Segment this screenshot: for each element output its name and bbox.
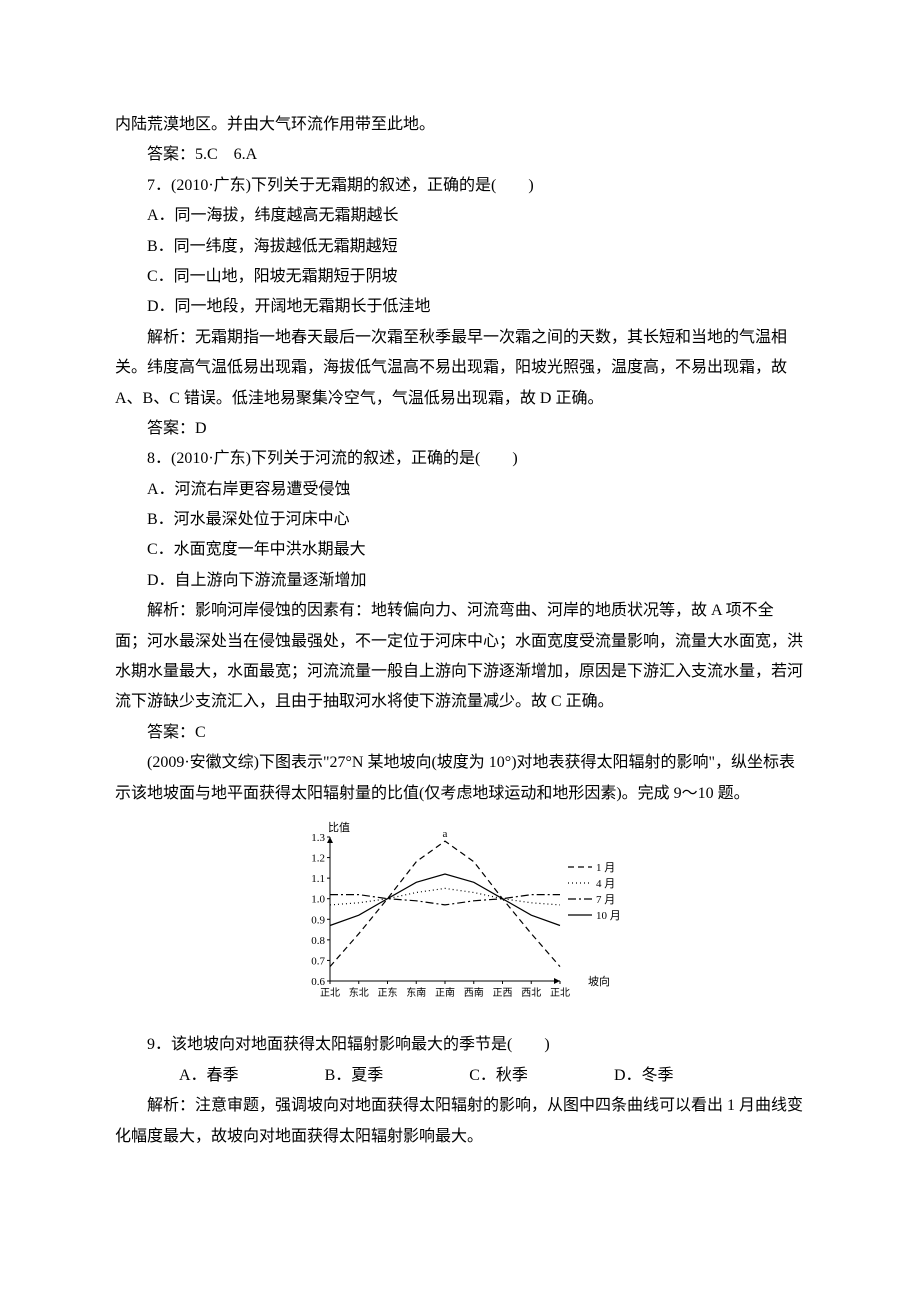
q7-stem: 7．(2010·广东)下列关于无霜期的叙述，正确的是( ) [115,171,805,201]
q8-option-d: D．自上游向下游流量逐渐增加 [115,566,805,596]
q8-option-a: A．河流右岸更容易遭受侵蚀 [115,475,805,505]
q9-option-c: C．秋季 [437,1061,528,1091]
svg-text:1.0: 1.0 [311,894,325,906]
svg-text:东南: 东南 [406,986,426,999]
svg-text:比值: 比值 [328,821,350,834]
q9-options: A．春季 B．夏季 C．秋季 D．冬季 [115,1061,805,1091]
q7-option-d: D．同一地段，开阔地无霜期长于低洼地 [115,292,805,322]
svg-text:1.3: 1.3 [311,832,325,844]
chart-container: 比值1.31.21.11.00.90.80.70.6正北东北正东东南正南西南正西… [115,819,805,1020]
q9-option-b: B．夏季 [293,1061,384,1091]
q8-option-b: B．河水最深处位于河床中心 [115,505,805,535]
q9-option-d: D．冬季 [582,1061,674,1091]
q7-option-a: A．同一海拔，纬度越高无霜期越长 [115,201,805,231]
svg-text:1.2: 1.2 [311,853,325,865]
continuation-line: 内陆荒漠地区。并由大气环流作用带至此地。 [115,110,805,140]
svg-text:正西: 正西 [493,988,513,999]
q7-option-b: B．同一纬度，海拔越低无霜期越短 [115,232,805,262]
q8-answer: 答案：C [115,718,805,748]
svg-text:0.8: 0.8 [311,935,325,947]
svg-text:正北: 正北 [320,987,340,999]
svg-text:东北: 东北 [349,986,369,999]
q9-stem: 9．该地坡向对地面获得太阳辐射影响最大的季节是( ) [115,1030,805,1060]
svg-text:7 月: 7 月 [596,894,615,906]
svg-text:4 月: 4 月 [596,878,615,890]
svg-text:正南: 正南 [435,986,455,999]
q8-stem: 8．(2010·广东)下列关于河流的叙述，正确的是( ) [115,444,805,474]
slope-radiation-chart: 比值1.31.21.11.00.90.80.70.6正北东北正东东南正南西南正西… [290,819,630,1009]
q7-explanation: 解析：无霜期指一地春天最后一次霜至秋季最早一次霜之间的天数，其长短和当地的气温相… [115,323,805,414]
svg-text:0.7: 0.7 [311,955,325,967]
svg-text:0.6: 0.6 [311,976,325,988]
q9-explanation: 解析：注意审题，强调坡向对地面获得太阳辐射的影响，从图中四条曲线可以看出 1 月… [115,1091,805,1152]
svg-text:正东: 正东 [378,986,398,999]
q7-option-c: C．同一山地，阳坡无霜期短于阴坡 [115,262,805,292]
q8-option-c: C．水面宽度一年中洪水期最大 [115,535,805,565]
svg-text:a: a [443,828,448,840]
svg-text:西南: 西南 [464,986,484,999]
q7-answer: 答案：D [115,414,805,444]
svg-text:西北: 西北 [521,987,541,999]
svg-text:1.1: 1.1 [311,873,325,885]
svg-text:10 月: 10 月 [596,910,621,922]
svg-text:坡向: 坡向 [588,974,610,988]
svg-text:正北: 正北 [550,987,570,999]
q9-option-a: A．春季 [147,1061,239,1091]
q9-10-intro: (2009·安徽文综)下图表示"27°N 某地坡向(坡度为 10°)对地表获得太… [115,748,805,809]
svg-text:1 月: 1 月 [596,862,615,874]
q8-explanation: 解析：影响河岸侵蚀的因素有：地转偏向力、河流弯曲、河岸的地质状况等，故 A 项不… [115,596,805,718]
answer-5-6: 答案：5.C 6.A [115,140,805,170]
svg-text:0.9: 0.9 [311,914,325,926]
